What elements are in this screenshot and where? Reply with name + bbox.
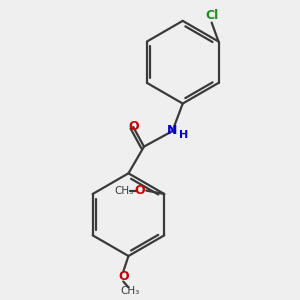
Text: N: N (167, 124, 178, 137)
Text: Cl: Cl (205, 9, 218, 22)
Text: CH₃: CH₃ (114, 186, 134, 197)
Text: H: H (179, 130, 188, 140)
Text: O: O (128, 120, 139, 133)
Text: CH₃: CH₃ (121, 286, 140, 296)
Text: O: O (135, 184, 146, 197)
Text: O: O (118, 270, 129, 283)
